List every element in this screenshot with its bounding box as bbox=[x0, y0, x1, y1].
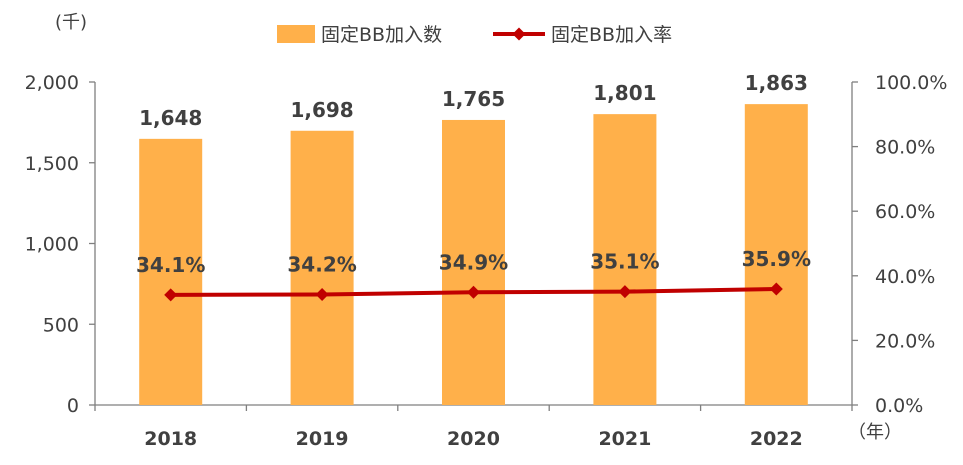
right-tick-label: 80.0% bbox=[875, 137, 935, 159]
bar-value-label: 1,765 bbox=[442, 87, 505, 111]
rate-marker bbox=[467, 285, 480, 299]
right-tick-label: 100.0% bbox=[875, 72, 947, 94]
rate-value-label: 34.2% bbox=[287, 253, 356, 277]
rate-value-label: 35.1% bbox=[590, 250, 659, 274]
legend-bar-swatch bbox=[277, 25, 315, 43]
rate-value-label: 35.9% bbox=[742, 247, 811, 271]
bar-value-label: 1,698 bbox=[290, 98, 353, 122]
left-tick-label: 2,000 bbox=[25, 72, 79, 94]
right-tick-label: 20.0% bbox=[875, 330, 935, 352]
right-tick-label: 40.0% bbox=[875, 266, 935, 288]
x-axis-unit-label: （年） bbox=[848, 422, 902, 443]
bar-value-label: 1,648 bbox=[139, 106, 202, 130]
right-tick-label: 0.0% bbox=[875, 395, 923, 417]
bar bbox=[442, 119, 505, 405]
left-tick-label: 1,000 bbox=[25, 234, 79, 256]
legend-bar-label: 固定BB加入数 bbox=[321, 24, 442, 46]
bar bbox=[139, 138, 203, 405]
bar bbox=[744, 104, 808, 406]
legend-line-label: 固定BB加入率 bbox=[551, 24, 672, 46]
legend: 固定BB加入数 固定BB加入率 bbox=[277, 24, 672, 46]
rate-value-label: 34.1% bbox=[136, 253, 205, 277]
line-series bbox=[164, 282, 783, 302]
left-axis-unit-label: (千) bbox=[55, 12, 87, 33]
rate-marker bbox=[315, 288, 329, 302]
bar-value-label: 1,863 bbox=[745, 71, 808, 95]
x-tick-label: 2022 bbox=[750, 428, 803, 450]
bar-series bbox=[139, 104, 808, 406]
left-tick-label: 500 bbox=[43, 314, 79, 336]
x-tick-label: 2019 bbox=[296, 428, 349, 450]
x-tick-label: 2021 bbox=[598, 428, 651, 450]
legend-line-marker bbox=[512, 27, 526, 41]
rate-marker bbox=[164, 288, 178, 302]
x-tick-label: 2018 bbox=[144, 428, 197, 450]
rate-marker bbox=[769, 282, 783, 296]
rate-marker bbox=[618, 285, 632, 299]
axes: 0 500 1,000 1,500 2,000 0.0% 20.0% 40.0% 60.0% 80… bbox=[25, 12, 948, 450]
bar-value-label: 1,801 bbox=[593, 81, 656, 105]
left-tick-label: 0 bbox=[67, 395, 79, 417]
left-tick-label: 1,500 bbox=[25, 153, 79, 175]
right-tick-label: 60.0% bbox=[875, 201, 935, 223]
data-labels: 1,648 1,698 1,765 1,801 1,863 34.1% 34.2% 34.9%… bbox=[136, 71, 811, 277]
bar bbox=[290, 130, 354, 405]
x-tick-label: 2020 bbox=[447, 428, 500, 450]
bar bbox=[593, 114, 657, 406]
rate-value-label: 34.9% bbox=[439, 250, 508, 274]
